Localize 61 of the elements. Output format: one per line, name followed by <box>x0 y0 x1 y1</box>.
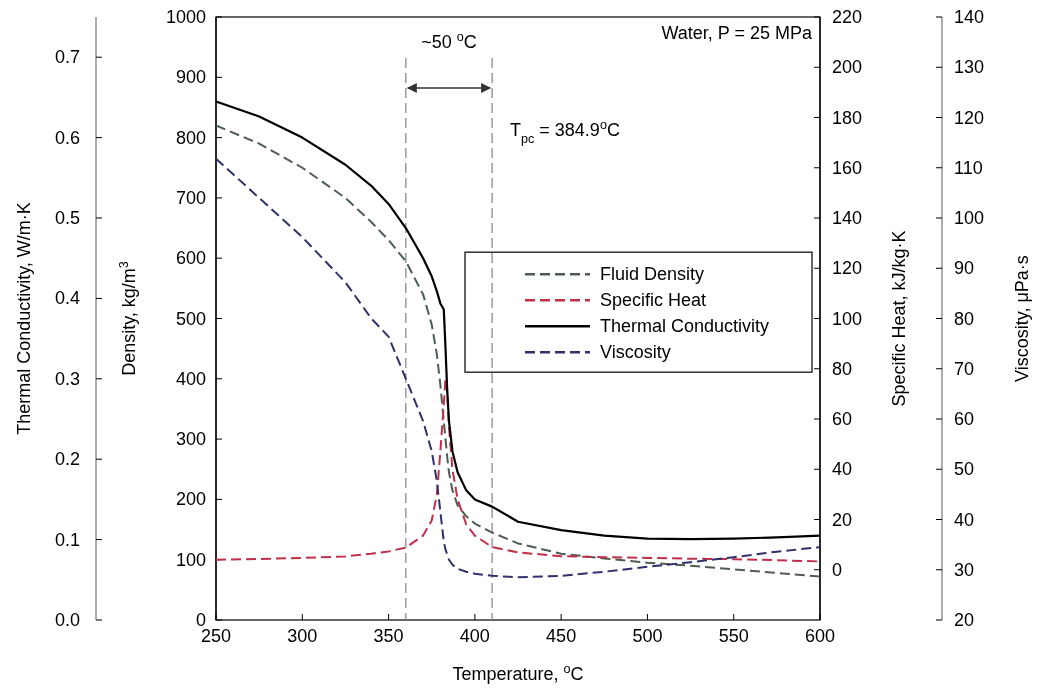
y2-tick-label: 120 <box>832 258 863 279</box>
legend-label: Thermal Conductivity <box>600 316 770 337</box>
y2-tick-label: 60 <box>832 409 853 429</box>
y-tick-label: 200 <box>175 489 206 510</box>
y-tick-label: 500 <box>175 308 206 329</box>
legend-label: Fluid Density <box>600 264 705 285</box>
y3-tick-label: 60 <box>954 409 975 429</box>
y3-tick-label: 80 <box>954 308 975 329</box>
annotation: Water, P = 25 MPa <box>661 23 813 43</box>
y3-tick-label: 90 <box>954 258 975 279</box>
y3-tick-label: 50 <box>954 459 975 480</box>
y2-tick-label: 100 <box>832 308 863 329</box>
y-tick-label: 100 <box>175 549 206 570</box>
text: 0.1 <box>54 529 80 550</box>
text: 0.3 <box>54 368 80 389</box>
y2-tick-label: 180 <box>832 107 863 128</box>
x-tick-label: 400 <box>459 626 490 646</box>
y-tick-label: 300 <box>175 429 206 450</box>
y3-tick-label: 30 <box>954 559 975 580</box>
y3-tick-label: 40 <box>954 509 975 530</box>
x-tick-label: 350 <box>373 626 404 646</box>
y3-tick-label: 110 <box>954 157 983 178</box>
x-tick-label: 450 <box>546 626 577 646</box>
y2-tick-label: 80 <box>832 358 853 379</box>
text: 0.7 <box>54 47 80 68</box>
y-tick-label: 800 <box>175 127 206 148</box>
annotation: ~50 $^{o}$C <box>421 30 477 52</box>
text: Thermal Conductivity, W/m·K <box>14 202 34 435</box>
y3-axis-title: Viscosity, μPa·s <box>1012 255 1032 382</box>
y-tick-label: 600 <box>175 248 206 269</box>
text: 0.5 <box>54 208 80 228</box>
x-tick-label: 500 <box>632 626 663 646</box>
y2-axis-title: Specific Heat, kJ/kg·K <box>889 230 909 407</box>
y2-tick-label: 140 <box>832 208 863 228</box>
y3-tick-label: 120 <box>954 107 985 128</box>
x-tick-label: 300 <box>287 626 318 646</box>
y-tick-label: 900 <box>175 67 206 88</box>
y-tick-label: 400 <box>175 368 206 389</box>
x-tick-label: 600 <box>804 626 836 646</box>
text: 0.2 <box>54 449 80 470</box>
annotation: T$_{pc}$ = 384.9$^{o}$C <box>510 118 620 146</box>
text: 0.6 <box>54 127 80 148</box>
y3-tick-label: 140 <box>954 7 985 27</box>
y2-tick-label: 160 <box>832 157 863 178</box>
y2-tick-label: 0 <box>832 559 843 580</box>
y3-tick-label: 70 <box>954 358 975 379</box>
y3-tick-label: 20 <box>954 610 975 630</box>
x-axis-title: Temperature, $^{o}$C <box>452 662 584 684</box>
y2-tick-label: 40 <box>832 459 853 480</box>
legend-label: Viscosity <box>600 342 671 363</box>
y3-tick-label: 100 <box>954 208 985 228</box>
text: 0.4 <box>54 288 80 309</box>
y2-tick-label: 200 <box>832 57 863 78</box>
y2-tick-label: 20 <box>832 509 853 530</box>
text: 0.0 <box>54 610 80 630</box>
y2-tick-label: 220 <box>832 7 863 27</box>
y-tick-label: 1000 <box>165 7 206 27</box>
legend-label: Specific Heat <box>600 290 707 311</box>
x-tick-label: 550 <box>718 626 749 646</box>
y3-tick-label: 130 <box>954 57 985 78</box>
y-tick-label: 700 <box>175 187 206 208</box>
